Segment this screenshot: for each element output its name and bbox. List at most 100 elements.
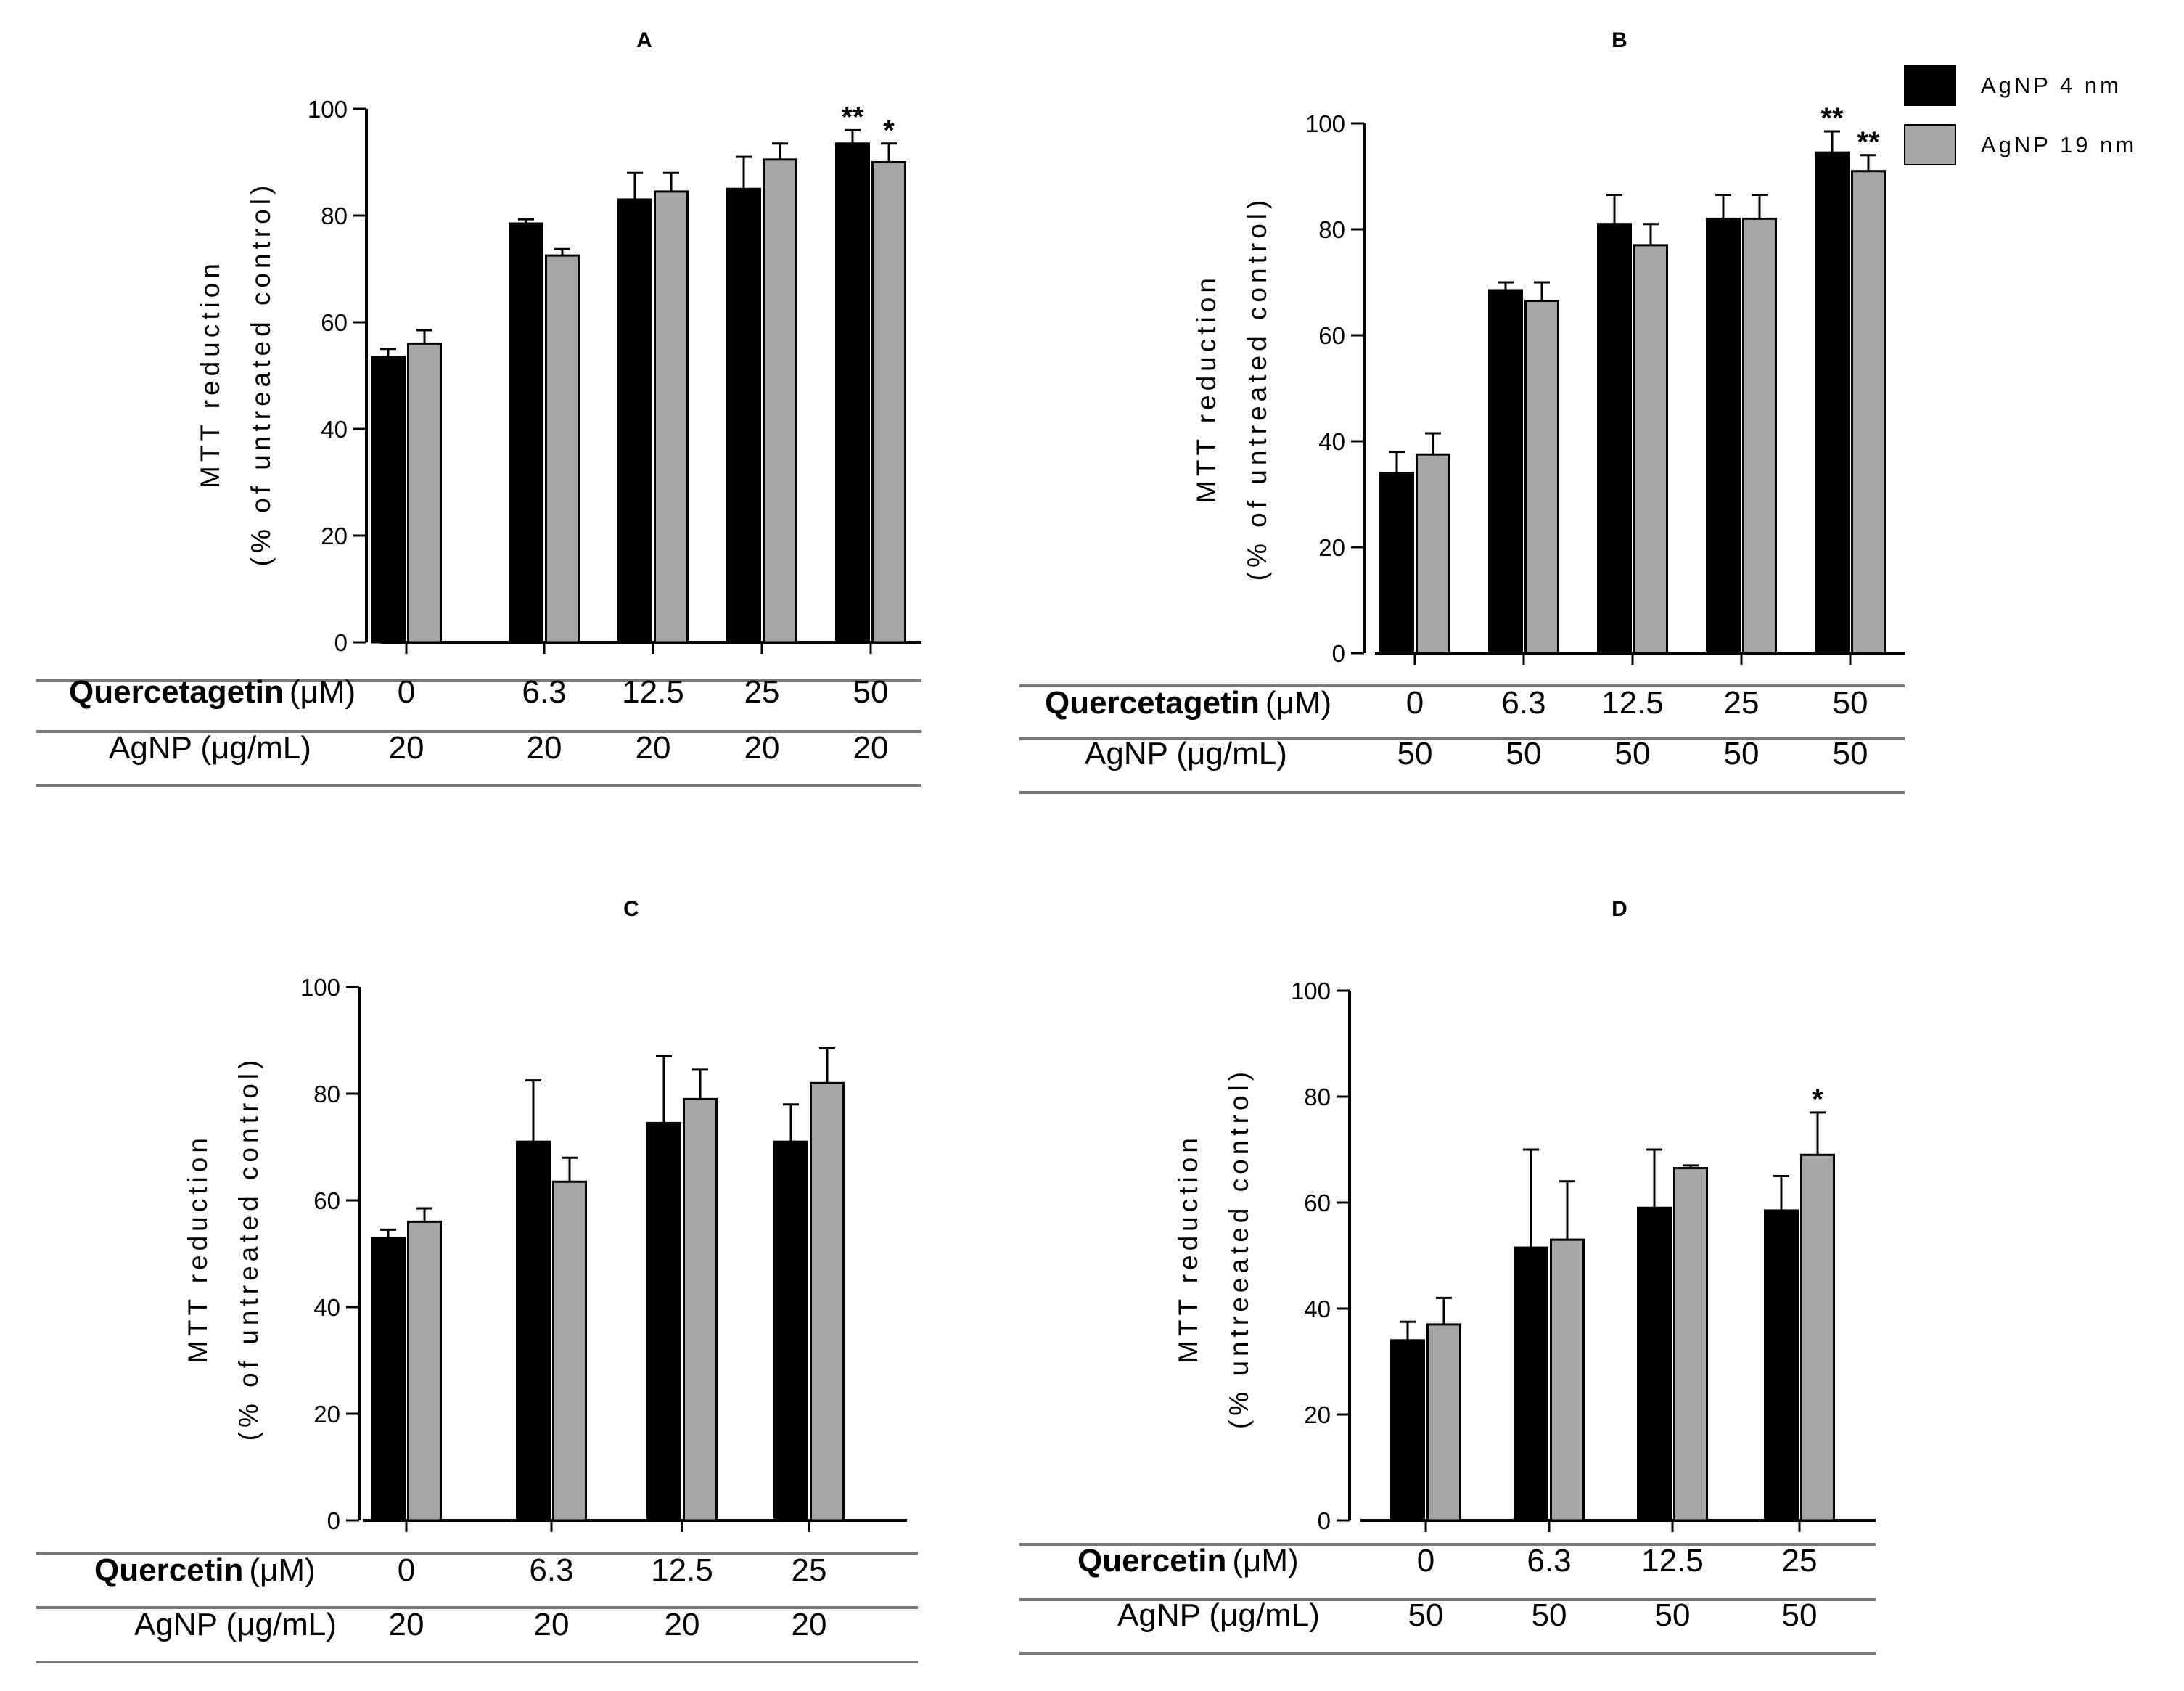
row2-label: AgNP (μg/mL) <box>109 730 311 766</box>
row1-unit: (μM) <box>249 1552 315 1588</box>
bar-agnp-4nm <box>516 1140 551 1522</box>
bar-agnp-4nm <box>1597 223 1632 655</box>
row1-value: 12.5 <box>1641 1543 1704 1579</box>
y-tick-label: 60 <box>313 1187 340 1214</box>
row2-value: 50 <box>1397 736 1433 771</box>
panel-d: D 0 20 40 60 80 100 MTT reduction (% untreeated … <box>1019 897 1876 1655</box>
row1-label: Quercetagetin (μM) <box>1045 685 1331 721</box>
row1-value: 12.5 <box>1601 685 1664 721</box>
legend-swatch <box>1904 65 1956 106</box>
row1-unit: (μM) <box>1232 1543 1298 1579</box>
bar-agnp-19nm <box>683 1097 718 1522</box>
bar-agnp-19nm <box>871 161 906 644</box>
significance-marker: * <box>883 115 895 147</box>
y-tick-label: 100 <box>1305 110 1345 137</box>
row2-value: 20 <box>389 730 424 766</box>
row2-value: 50 <box>1833 736 1868 771</box>
legend-swatch <box>1904 124 1956 165</box>
bar-agnp-19nm <box>1633 244 1668 655</box>
significance-marker: ** <box>1857 126 1880 158</box>
y-axis-label-line2: (% of untreated control) <box>1242 196 1272 581</box>
bar-agnp-4nm <box>773 1140 808 1522</box>
row1-value: 0 <box>1406 685 1424 721</box>
bar-agnp-4nm <box>1390 1339 1425 1522</box>
y-tick-label: 20 <box>1318 534 1345 561</box>
y-tick-label: 80 <box>313 1081 340 1107</box>
y-tick-label: 0 <box>334 629 348 656</box>
y-tick-label: 100 <box>308 96 348 123</box>
row1-value: 6.3 <box>1527 1543 1571 1579</box>
bar-agnp-4nm <box>1764 1209 1799 1522</box>
row1-label: Quercetin (μM) <box>1077 1543 1299 1579</box>
row2-label: AgNP (μg/mL) <box>134 1607 337 1642</box>
significance-marker: ** <box>1820 102 1844 134</box>
row2-value: 50 <box>1655 1597 1691 1633</box>
row1-value: 6.3 <box>529 1552 573 1588</box>
bar-agnp-4nm <box>509 222 543 644</box>
bar-agnp-19nm <box>1800 1153 1835 1522</box>
y-tick-label: 0 <box>1318 1507 1331 1534</box>
row2-value: 20 <box>636 730 671 766</box>
bar-agnp-19nm <box>545 254 580 644</box>
row2-value: 20 <box>665 1607 700 1642</box>
bar-agnp-4nm <box>1514 1246 1548 1522</box>
row1-compound: Quercetagetin <box>69 674 284 710</box>
y-tick-label: 40 <box>313 1294 340 1321</box>
panel-letter: A <box>636 28 652 52</box>
row1-compound: Quercetin <box>94 1552 243 1588</box>
panel-a: A 0 20 40 60 80 100 MTT reduction (% of untreate… <box>36 28 921 787</box>
row1-label: Quercetagetin (μM) <box>69 674 356 710</box>
bar-agnp-4nm <box>371 356 406 644</box>
row1-value: 50 <box>1833 685 1868 721</box>
panel-letter: D <box>1612 897 1627 921</box>
bar-agnp-19nm <box>552 1180 587 1522</box>
y-tick-label: 80 <box>321 202 348 229</box>
y-axis-label-line2: (% untreeated control) <box>1224 1068 1254 1429</box>
row2-value: 20 <box>534 1607 570 1642</box>
bar-agnp-4nm <box>1815 151 1850 655</box>
panel-c: C 0 20 40 60 80 100 MTT reduction (% of untreate… <box>36 897 918 1663</box>
y-tick-label: 100 <box>1291 978 1331 1004</box>
bar-agnp-19nm <box>763 158 797 644</box>
row1-value: 6.3 <box>522 674 566 710</box>
row1-value: 25 <box>744 674 780 710</box>
y-tick-label: 20 <box>321 523 348 549</box>
significance-marker: ** <box>841 101 864 133</box>
row2-value: 20 <box>792 1607 827 1642</box>
row1-value: 12.5 <box>651 1552 713 1588</box>
bar-agnp-4nm <box>1379 472 1414 655</box>
row2-value: 20 <box>389 1607 424 1642</box>
row1-value: 0 <box>398 1552 415 1588</box>
bar-agnp-19nm <box>1673 1167 1708 1522</box>
y-tick-label: 60 <box>321 309 348 336</box>
bar-agnp-19nm <box>1550 1238 1585 1522</box>
row1-value: 0 <box>398 674 415 710</box>
y-axis-label-line1: MTT reduction <box>1173 1134 1203 1363</box>
panel-letter: B <box>1612 28 1627 52</box>
row1-label: Quercetin (μM) <box>94 1552 316 1588</box>
significance-marker: * <box>1812 1084 1823 1115</box>
row2-value: 20 <box>853 730 889 766</box>
bar-agnp-4nm <box>646 1121 681 1522</box>
bar-agnp-19nm <box>407 342 442 644</box>
row2-value: 50 <box>1408 1597 1444 1633</box>
y-tick-label: 80 <box>1318 216 1345 243</box>
row2-value: 50 <box>1506 736 1542 771</box>
y-axis-label-line1: MTT reduction <box>195 259 225 488</box>
bar-agnp-4nm <box>835 142 870 644</box>
y-axis-label-line1: MTT reduction <box>1191 274 1221 503</box>
y-axis-label-line1: MTT reduction <box>183 1134 213 1363</box>
y-tick-label: 0 <box>1332 640 1345 667</box>
row2-value: 20 <box>744 730 780 766</box>
y-tick-label: 0 <box>327 1507 340 1534</box>
row1-value: 0 <box>1417 1543 1434 1579</box>
row1-value: 25 <box>1782 1543 1818 1579</box>
y-tick-label: 60 <box>1304 1190 1331 1216</box>
legend: AgNP 4 nm AgNP 19 nm <box>1904 65 2134 165</box>
bar-agnp-4nm <box>1637 1206 1672 1522</box>
panel-letter: C <box>623 897 639 921</box>
row1-compound: Quercetagetin <box>1045 685 1260 721</box>
y-tick-label: 80 <box>1304 1084 1331 1110</box>
bar-agnp-4nm <box>726 187 761 644</box>
